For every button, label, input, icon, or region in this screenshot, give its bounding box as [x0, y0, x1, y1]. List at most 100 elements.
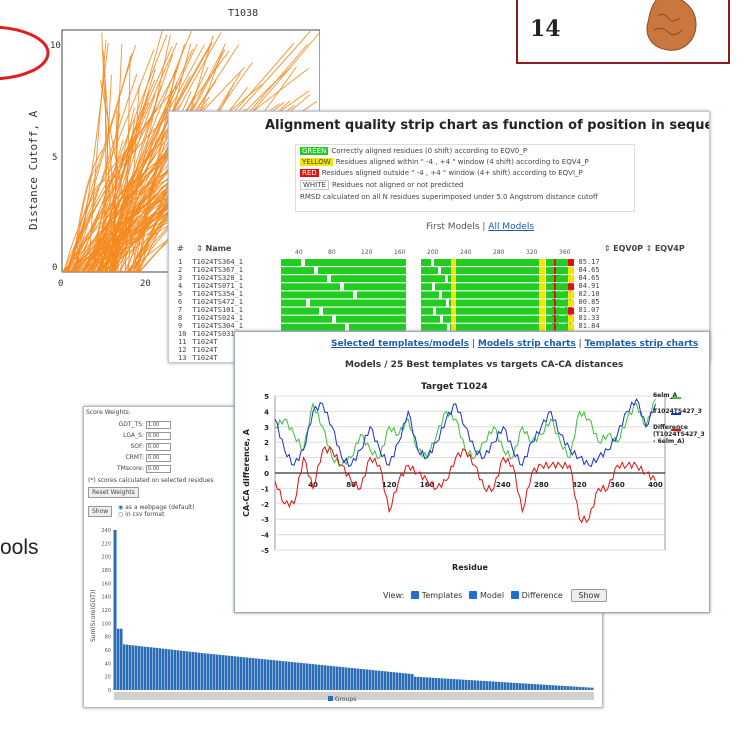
- ca-distance-chart: 5 4 3 2 1 0 -1 -2 -3 -4 -5 40 80 120 160 240 280 320 360 40…: [242, 393, 681, 570]
- cutoff-curve: [137, 170, 168, 273]
- alignment-strip-panel: Alignment quality strip chart as functio…: [168, 111, 710, 363]
- score-bar: [447, 678, 450, 690]
- strip-segment: [539, 275, 545, 283]
- strip-segment: [301, 259, 305, 266]
- radio-csv[interactable]: ○: [118, 511, 124, 518]
- y-tick-label: 5: [264, 393, 269, 401]
- cutoff-curve: [119, 34, 171, 273]
- nav-links: Selected templates/models | Models strip…: [331, 339, 699, 349]
- show-button[interactable]: Show: [88, 506, 113, 517]
- strip-segment: [554, 291, 556, 299]
- templates-subtitle: Models / 25 Best templates vs targets CA…: [345, 360, 624, 370]
- col-name[interactable]: Name: [205, 244, 232, 253]
- cutoff-curve: [75, 43, 109, 273]
- bar-y-tick: 80: [105, 635, 111, 641]
- bar-y-tick: 140: [101, 595, 111, 601]
- row-index: 8: [178, 314, 183, 322]
- bar-y-tick: 100: [101, 621, 111, 627]
- sof-input[interactable]: 0.00: [145, 443, 171, 451]
- view-show-button[interactable]: Show: [571, 589, 607, 602]
- score-bar: [267, 659, 270, 690]
- position-tick: 240: [460, 249, 472, 256]
- position-tick: 320: [526, 249, 538, 256]
- score-bar: [192, 652, 195, 690]
- strip-segment: [568, 275, 574, 283]
- score-bar: [570, 686, 573, 690]
- row-model-name: T1024TS364_1: [192, 258, 244, 266]
- highlight-circle: [0, 25, 50, 81]
- score-bar: [126, 644, 129, 690]
- strip-segment: [281, 323, 406, 331]
- score-bar: [426, 677, 429, 690]
- row-model-name: T1024T: [192, 354, 218, 362]
- score-bar: [318, 664, 321, 690]
- strip-segment: [431, 259, 434, 266]
- crmt-input[interactable]: 0.00: [145, 454, 171, 462]
- score-bar: [114, 530, 117, 690]
- strip-segment: [546, 283, 571, 291]
- score-bar: [471, 680, 474, 690]
- strip-segment: [554, 259, 556, 266]
- row-index: 7: [178, 306, 183, 314]
- bar-y-tick: 40: [105, 661, 111, 667]
- col-eqv4[interactable]: EQV4P: [654, 244, 685, 253]
- gdt-ts-input[interactable]: 1.00: [145, 421, 171, 429]
- score-bar: [408, 673, 411, 690]
- difference-checkbox[interactable]: [510, 591, 519, 599]
- row-model-name: T1024TS472_1: [192, 298, 244, 306]
- cutoff-curve: [93, 29, 163, 273]
- score-bar: [198, 652, 201, 690]
- score-bar: [132, 645, 135, 690]
- tmscore-input[interactable]: 0.00: [145, 465, 171, 473]
- protein-blob-icon: [646, 0, 697, 51]
- x-tick-label: 120: [382, 481, 397, 489]
- bar-y-tick: 120: [101, 608, 111, 614]
- row-model-name: T1024TS367_1: [192, 266, 244, 274]
- x-tick-label: 80: [346, 481, 356, 489]
- model-checkbox[interactable]: [469, 591, 478, 599]
- templates-strip-link[interactable]: Templates strip charts: [584, 339, 699, 349]
- strip-segment: [406, 315, 421, 323]
- all-models-link[interactable]: All Models: [488, 222, 535, 232]
- table-row[interactable]: 11 T1024T: [175, 338, 603, 346]
- score-bar: [162, 648, 165, 690]
- y-tick-label: -4: [261, 532, 269, 540]
- row-eqv4: 84.65: [578, 274, 600, 282]
- row-index: 3: [178, 274, 183, 282]
- score-bar: [201, 653, 204, 690]
- strip-segment: [281, 267, 406, 275]
- legend-row-green: GREEN Correctly aligned residues (0 shift…: [300, 147, 528, 155]
- y-tick-label: -1: [261, 485, 269, 493]
- lga-s-input[interactable]: 0.00: [145, 432, 171, 440]
- col-eqv0[interactable]: EQV0P: [613, 244, 644, 253]
- models-strip-link[interactable]: Models strip charts: [477, 339, 576, 349]
- reset-weights-button[interactable]: Reset Weights: [88, 487, 139, 498]
- templates-checkbox[interactable]: [410, 591, 419, 599]
- row-eqv4: 81.07: [578, 306, 600, 314]
- col-hash: #: [177, 244, 184, 253]
- score-bar: [387, 671, 390, 690]
- row-eqv4: 82.10: [578, 290, 600, 298]
- strip-segment: [332, 315, 336, 323]
- bar-y-tick: 20: [105, 675, 111, 681]
- row-eqv4: 81.33: [578, 314, 600, 322]
- position-axis: 40 80 120 160 200 240 280 320 360: [295, 249, 571, 256]
- score-bar: [360, 668, 363, 690]
- score-bar: [375, 670, 378, 690]
- radio-webpage[interactable]: ◉: [118, 504, 124, 511]
- score-bar: [561, 685, 564, 690]
- table-row[interactable]: 12 T1024T: [175, 346, 603, 354]
- first-models-link[interactable]: First Models: [426, 222, 480, 232]
- score-bar: [462, 679, 465, 690]
- selected-templates-link[interactable]: Selected templates/models: [331, 339, 470, 349]
- bar-y-tick: 60: [105, 648, 111, 654]
- score-bar: [189, 651, 192, 690]
- row-eqv4: 84.65: [578, 266, 600, 274]
- score-bar: [342, 667, 345, 690]
- table-row[interactable]: 13 T1024T: [175, 354, 603, 362]
- score-bar: [486, 681, 489, 690]
- score-bar: [141, 646, 144, 690]
- row-index: 14: [175, 362, 189, 363]
- score-bar: [441, 678, 444, 690]
- strip-segment: [568, 291, 574, 299]
